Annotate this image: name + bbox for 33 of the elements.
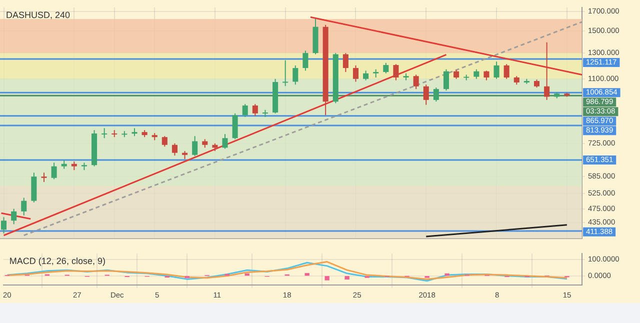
candlestick	[292, 64, 298, 86]
candlestick	[342, 52, 348, 73]
candlestick	[41, 172, 47, 182]
candlestick	[413, 74, 419, 90]
candlestick	[302, 50, 308, 72]
candlestick	[423, 84, 429, 106]
candlestick	[504, 64, 510, 80]
candlestick	[21, 197, 27, 216]
candlestick	[494, 61, 500, 80]
candlestick	[464, 74, 470, 81]
candlestick	[242, 104, 248, 118]
candlestick	[443, 68, 450, 92]
candlestick	[383, 62, 389, 74]
candlestick	[102, 128, 108, 139]
candlestick	[192, 136, 198, 157]
candlestick	[544, 42, 550, 100]
candlestick	[433, 87, 439, 102]
chart-title: MACD (12, 26, close, 9)	[9, 256, 106, 266]
candlestick	[363, 70, 369, 81]
candlestick	[51, 162, 57, 180]
candlestick	[352, 64, 358, 82]
candlestick	[393, 64, 399, 81]
chart-title: DASHUSD, 240	[6, 10, 70, 20]
candlestick	[172, 142, 178, 156]
candlestick	[222, 134, 228, 150]
candlestick	[474, 68, 480, 80]
candlestick	[11, 208, 17, 225]
candlestick	[1, 216, 7, 234]
candlestick	[282, 60, 288, 87]
candlestick	[252, 104, 258, 117]
candlestick	[162, 136, 168, 148]
candlestick	[484, 70, 490, 81]
candlestick	[232, 112, 238, 140]
